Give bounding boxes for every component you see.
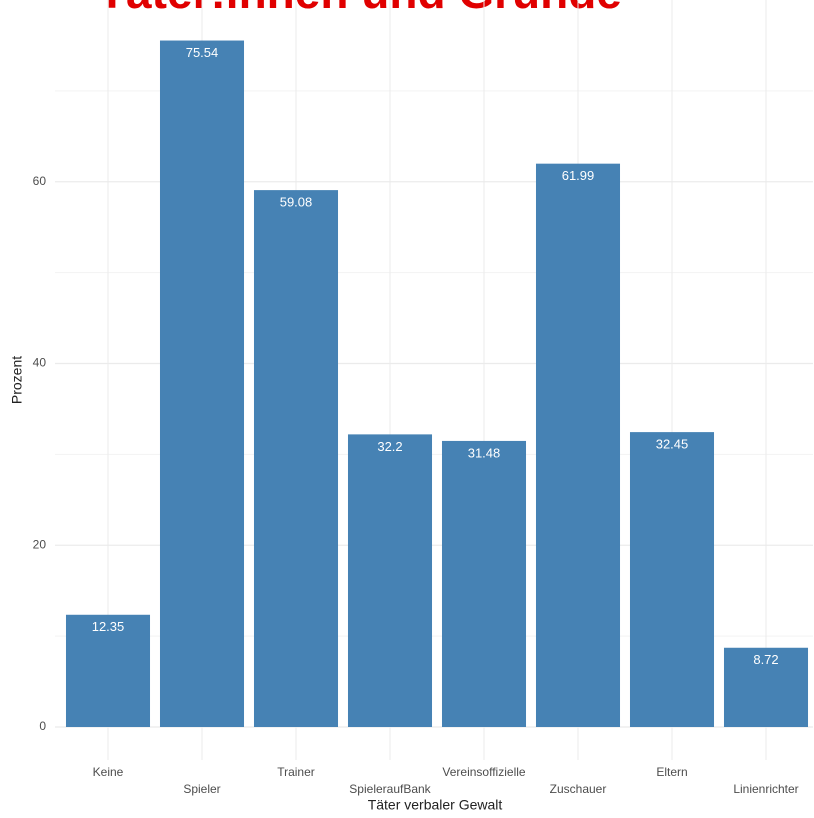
value-label: 32.2 <box>377 439 402 454</box>
value-label: 12.35 <box>92 619 125 634</box>
x-tick-label: Zuschauer <box>550 782 607 796</box>
bar <box>159 40 245 727</box>
y-tick-label: 0 <box>39 719 46 733</box>
bar <box>535 163 621 727</box>
y-axis-title: Prozent <box>9 356 25 404</box>
y-tick-label: 60 <box>33 174 47 188</box>
value-label: 32.45 <box>656 437 689 452</box>
chart-title: Täter:innen und Gründe <box>98 0 622 18</box>
bar <box>347 434 433 727</box>
value-label: 31.48 <box>468 445 501 460</box>
x-tick-label: Spieler <box>183 782 220 796</box>
x-tick-label: Trainer <box>277 765 315 779</box>
x-tick-label: SpieleraufBank <box>349 782 431 796</box>
value-label: 8.72 <box>753 652 778 667</box>
x-tick-label: Vereinsoffizielle <box>442 765 525 779</box>
bar <box>441 440 527 727</box>
y-tick-label: 40 <box>33 356 47 370</box>
value-label: 59.08 <box>280 195 313 210</box>
bar <box>629 432 715 727</box>
value-label: 61.99 <box>562 168 595 183</box>
x-tick-label: Eltern <box>656 765 687 779</box>
y-tick-label: 20 <box>33 537 47 551</box>
bar <box>253 190 339 728</box>
bar <box>65 614 151 727</box>
x-tick-label: Linienrichter <box>733 782 798 796</box>
x-tick-label: Keine <box>93 765 124 779</box>
x-axis-title: Täter verbaler Gewalt <box>368 797 503 813</box>
value-label: 75.54 <box>186 45 219 60</box>
bar <box>723 647 809 727</box>
